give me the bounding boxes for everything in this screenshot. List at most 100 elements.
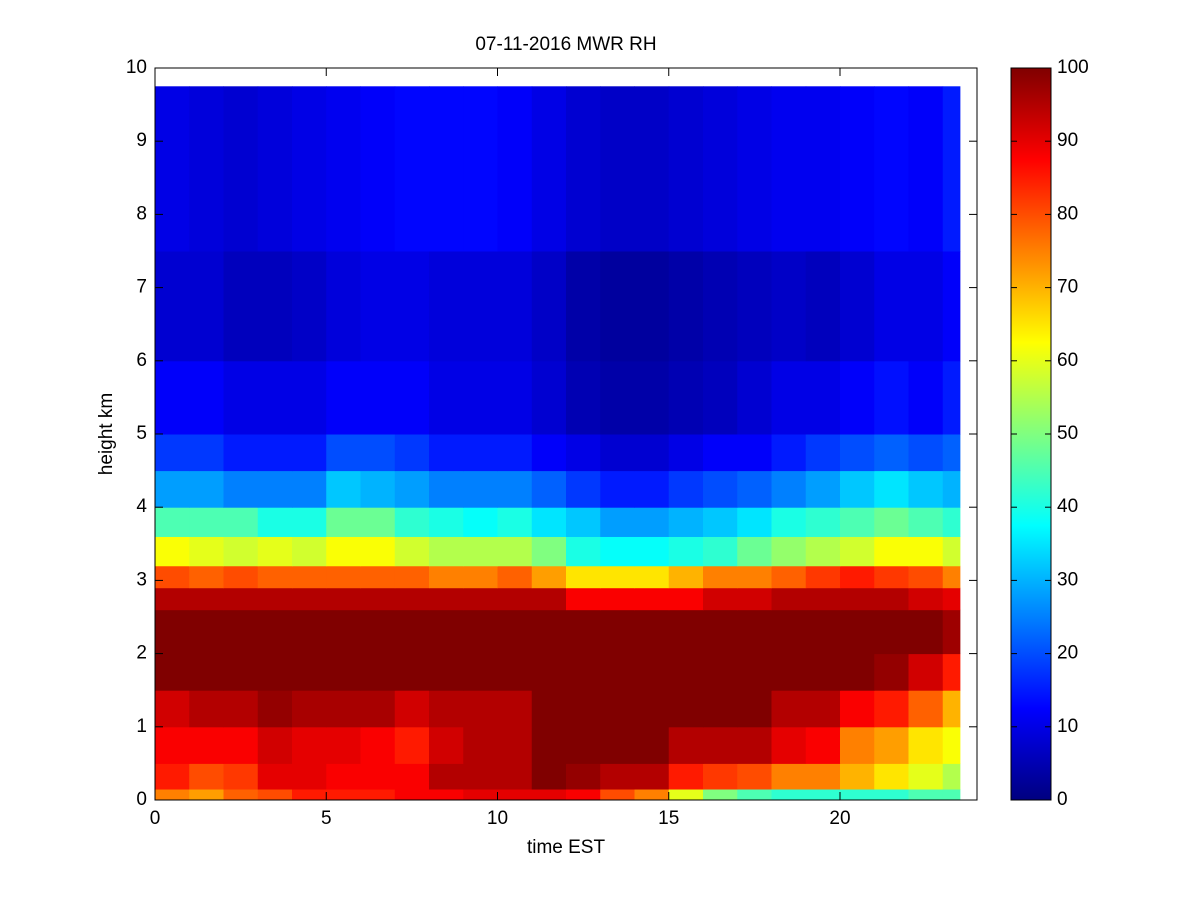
heatmap-cell	[497, 565, 533, 589]
heatmap-cell	[634, 565, 670, 589]
heatmap-cell	[326, 507, 361, 537]
heatmap-cell	[668, 251, 704, 362]
heatmap-cell	[737, 789, 772, 801]
heatmap-cell	[155, 360, 190, 435]
colorbar-tick-label: 30	[1057, 569, 1078, 590]
y-tick-label: 5	[136, 423, 147, 444]
heatmap-cell	[805, 653, 841, 691]
heatmap-cell	[497, 86, 533, 252]
heatmap-cell	[805, 360, 841, 435]
heatmap-cell	[531, 536, 567, 567]
heatmap-cell	[463, 609, 498, 655]
heatmap-cell	[497, 360, 533, 435]
heatmap-cell	[292, 587, 327, 611]
heatmap-cell	[531, 763, 567, 790]
heatmap-cell	[805, 763, 841, 790]
heatmap-cell	[737, 434, 772, 472]
heatmap-cell	[703, 536, 738, 567]
heatmap-cell	[463, 690, 498, 728]
heatmap-cell	[908, 726, 944, 764]
y-tick-label: 3	[136, 569, 147, 590]
heatmap-cell	[771, 565, 807, 589]
heatmap-cell	[566, 609, 601, 655]
heatmap-cell	[463, 434, 498, 472]
heatmap-cell	[223, 609, 259, 655]
heatmap-cell	[771, 434, 807, 472]
heatmap-cell	[292, 565, 327, 589]
heatmap-cell	[189, 507, 224, 537]
heatmap-cell	[292, 726, 327, 764]
x-tick-label: 20	[829, 808, 850, 829]
heatmap-cell	[463, 789, 498, 801]
heatmap-cell	[360, 653, 396, 691]
heatmap-cell	[223, 470, 259, 508]
y-tick-label: 1	[136, 716, 147, 737]
heatmap-cell	[326, 609, 361, 655]
heatmap-cell	[668, 86, 704, 252]
heatmap-cell	[360, 536, 396, 567]
heatmap-cell	[463, 565, 498, 589]
heatmap-cell	[840, 690, 875, 728]
heatmap-cell	[874, 690, 909, 728]
heatmap-cell	[429, 653, 464, 691]
heatmap-cell	[463, 86, 498, 252]
heatmap-cell	[292, 536, 327, 567]
heatmap-cell	[429, 434, 464, 472]
heatmap-cell	[634, 653, 670, 691]
heatmap-cell	[394, 690, 430, 728]
heatmap-cell	[908, 763, 944, 790]
heatmap-cell	[908, 360, 944, 435]
heatmap-cell	[566, 565, 601, 589]
heatmap-cell	[223, 763, 259, 790]
heatmap-cell	[463, 470, 498, 508]
heatmap-cell	[908, 587, 944, 611]
heatmap-cell	[292, 470, 327, 508]
colorbar-tick-label: 70	[1057, 277, 1078, 298]
heatmap-cell	[566, 434, 601, 472]
heatmap-cell	[908, 434, 944, 472]
heatmap-cell	[155, 763, 190, 790]
heatmap-cell	[908, 86, 944, 252]
y-tick-label: 7	[136, 277, 147, 298]
x-axis-label: time EST	[527, 837, 606, 858]
heatmap-cell	[394, 251, 430, 362]
heatmap-cell	[360, 507, 396, 537]
heatmap-cell	[668, 653, 704, 691]
heatmap-cell	[908, 653, 944, 691]
heatmap-cell	[326, 434, 361, 472]
heatmap-cell	[771, 587, 807, 611]
colorbar-tick-label: 100	[1057, 57, 1089, 78]
heatmap-cell	[566, 86, 601, 252]
x-tick-label: 5	[321, 808, 332, 829]
heatmap-cell	[771, 86, 807, 252]
heatmap-cell	[463, 507, 498, 537]
heatmap-cell	[634, 536, 670, 567]
colorbar	[1010, 67, 1052, 801]
heatmap-cell	[703, 789, 738, 801]
heatmap-cell	[600, 690, 635, 728]
heatmap-cell	[942, 609, 961, 655]
heatmap-cell	[223, 587, 259, 611]
heatmap-cell	[840, 763, 875, 790]
heatmap-cell	[497, 536, 533, 567]
heatmap-cell	[223, 789, 259, 801]
heatmap-cell	[155, 565, 190, 589]
x-tick-label: 15	[658, 808, 679, 829]
heatmap-cell	[463, 653, 498, 691]
heatmap-cell	[223, 653, 259, 691]
heatmap-cell	[703, 763, 738, 790]
y-tick-label: 2	[136, 643, 147, 664]
heatmap-cell	[908, 565, 944, 589]
heatmap-cell	[463, 536, 498, 567]
heatmap-cell	[634, 470, 670, 508]
heatmap-cell	[429, 565, 464, 589]
heatmap-cell	[155, 726, 190, 764]
y-tick-label: 10	[126, 57, 147, 78]
heatmap-cell	[805, 726, 841, 764]
heatmap-cell	[771, 251, 807, 362]
heatmap-cell	[600, 565, 635, 589]
heatmap-cell	[668, 434, 704, 472]
heatmap-cell	[566, 360, 601, 435]
heatmap-cell	[360, 763, 396, 790]
heatmap-cell	[257, 789, 293, 801]
